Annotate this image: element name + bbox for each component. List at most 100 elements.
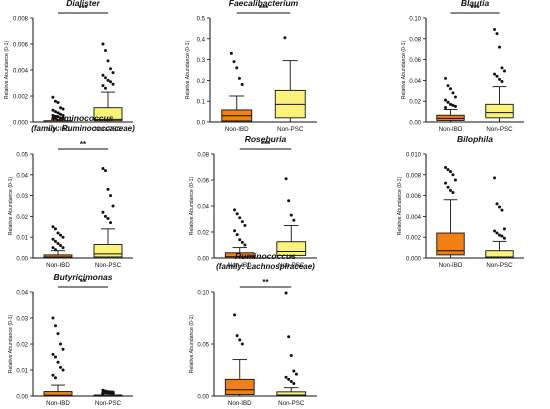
box bbox=[485, 103, 514, 119]
significance-label: ** bbox=[262, 278, 269, 287]
chart-panel-5: Roseburia*** 0.00 0.02 0.04 0.06 0.08 Non-IBD N… bbox=[189, 134, 317, 269]
y-tick-label: 0.0 bbox=[197, 121, 206, 127]
outlier-point bbox=[453, 95, 457, 99]
outlier-point bbox=[287, 377, 291, 381]
outlier-point bbox=[444, 76, 448, 80]
outlier-point bbox=[235, 212, 239, 216]
y-tick-label: 0.006 bbox=[13, 43, 29, 49]
outlier-point bbox=[453, 178, 457, 182]
y-tick-label: 0.00 bbox=[197, 257, 209, 263]
outlier-point bbox=[53, 110, 57, 114]
outlier-point bbox=[498, 205, 501, 209]
outlier-point bbox=[59, 112, 63, 116]
outlier-point bbox=[500, 79, 504, 83]
outlier-point bbox=[101, 391, 105, 395]
outlier-point bbox=[446, 168, 450, 172]
outlier-point bbox=[289, 379, 293, 383]
outlier-point bbox=[493, 176, 497, 180]
chart-panel-1: Dialister*** 0.000 0.002 0.004 0.006 0.008 Non… bbox=[4, 0, 133, 133]
outlier-point bbox=[287, 335, 291, 339]
outlier-point bbox=[103, 214, 107, 218]
outlier-point bbox=[235, 66, 239, 70]
chart-title: Roseburia bbox=[245, 134, 287, 144]
y-tick-label: 0.03 bbox=[16, 194, 28, 200]
y-tick-label: 0.06 bbox=[409, 58, 421, 64]
box-group-non-ibd bbox=[436, 76, 465, 123]
chart-panel-2: Faecalibacterium*** 0.0 0.1 0.2 0.3 0.4 0.5 Non… bbox=[185, 0, 317, 133]
y-axis-label: Relative Abundance (0-1) bbox=[189, 176, 195, 235]
outlier-point bbox=[109, 67, 113, 71]
chart-title: Ruminococcus bbox=[235, 251, 296, 261]
outlier-point bbox=[449, 170, 452, 174]
chart-panel-4: Ruminococcus(family: Ruminococcaceae) ** 0… bbox=[8, 113, 135, 269]
outlier-point bbox=[111, 82, 115, 86]
outlier-point bbox=[53, 115, 57, 119]
y-tick-label: 0.04 bbox=[16, 291, 28, 297]
y-tick-label: 0.06 bbox=[197, 179, 209, 185]
outlier-point bbox=[53, 324, 57, 328]
outlier-point bbox=[106, 391, 110, 395]
box bbox=[224, 378, 255, 395]
chart-subtitle: (family: Ruminococcaceae) bbox=[31, 124, 135, 133]
outlier-point bbox=[449, 188, 452, 192]
outlier-point bbox=[56, 111, 60, 115]
chart-title: Butyricimonas bbox=[53, 272, 112, 282]
outlier-point bbox=[294, 372, 298, 376]
y-tick-label: 0.08 bbox=[409, 37, 421, 43]
y-tick-label: 0.008 bbox=[13, 17, 29, 23]
outlier-point bbox=[53, 227, 57, 231]
box bbox=[224, 252, 255, 259]
outlier-point bbox=[449, 87, 452, 91]
x-tick-label: Non-PSC bbox=[95, 126, 122, 133]
outlier-point bbox=[283, 36, 287, 40]
box-group-non-ibd bbox=[43, 95, 73, 123]
outlier-point bbox=[101, 84, 105, 88]
outlier-point bbox=[235, 334, 239, 338]
box-group-non-ibd bbox=[43, 316, 73, 397]
outlier-point bbox=[502, 236, 506, 240]
chart-title: Dialister bbox=[66, 0, 100, 8]
outlier-point bbox=[51, 225, 55, 229]
box-group-non-psc bbox=[274, 36, 306, 123]
outlier-point bbox=[444, 181, 448, 185]
outlier-point bbox=[493, 229, 497, 233]
outlier-point bbox=[292, 218, 296, 222]
x-tick-label: Non-PSC bbox=[486, 262, 513, 269]
significance-label: *** bbox=[261, 140, 271, 149]
y-tick-label: 0.02 bbox=[197, 231, 209, 237]
box-group-non-ibd bbox=[224, 313, 255, 397]
y-tick-label: 0.02 bbox=[409, 100, 421, 106]
outlier-point bbox=[101, 167, 105, 171]
chart-panel-6: Bilophila 0.000 0.002 0.004 0.006 0.008 0.010 N… bbox=[397, 134, 524, 269]
y-tick-label: 0.00 bbox=[16, 257, 28, 263]
y-tick-label: 0.10 bbox=[409, 17, 421, 23]
outlier-point bbox=[233, 229, 237, 233]
outlier-point bbox=[453, 104, 457, 108]
y-tick-label: 0.00 bbox=[409, 121, 421, 127]
y-tick-label: 0.5 bbox=[197, 17, 206, 23]
outlier-point bbox=[61, 114, 65, 117]
y-tick-label: 0.000 bbox=[406, 257, 422, 263]
box-group-non-psc bbox=[485, 176, 514, 259]
x-tick-label: Non-PSC bbox=[278, 262, 305, 269]
x-tick-label: Non-IBD bbox=[439, 126, 463, 133]
outlier-point bbox=[51, 237, 55, 241]
y-tick-label: 0.04 bbox=[197, 205, 209, 211]
outlier-point bbox=[103, 86, 107, 90]
chart-subtitle: (family: Lachnospiraceae) bbox=[216, 262, 315, 271]
outlier-point bbox=[243, 243, 247, 247]
outlier-point bbox=[53, 355, 57, 359]
outlier-point bbox=[61, 246, 65, 250]
x-tick-label: Non-IBD bbox=[225, 126, 249, 133]
box-group-non-psc bbox=[93, 167, 123, 259]
box-group-non-ibd bbox=[436, 166, 465, 259]
x-tick-label: Non-IBD bbox=[46, 400, 70, 407]
y-axis-label: Relative Abundance (0-1) bbox=[185, 40, 191, 99]
outlier-point bbox=[502, 227, 506, 231]
outlier-point bbox=[238, 216, 242, 220]
outlier-point bbox=[111, 204, 115, 208]
x-tick-label: Non-PSC bbox=[95, 400, 122, 407]
significance-label: *** bbox=[78, 4, 88, 13]
y-tick-label: 0.05 bbox=[16, 153, 28, 159]
box bbox=[43, 391, 73, 397]
